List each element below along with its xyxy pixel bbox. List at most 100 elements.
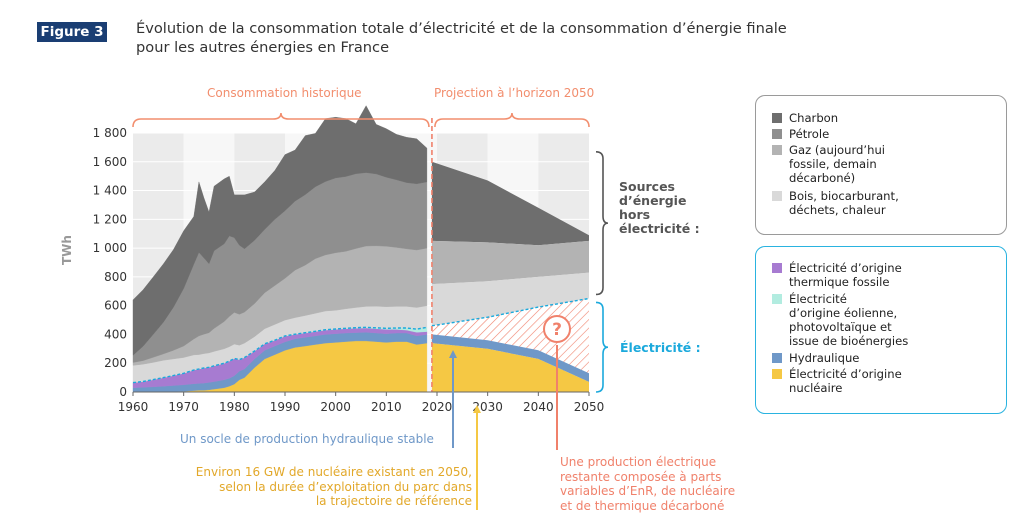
legend-label: Électricité d’origine thermique fossile [789, 261, 902, 289]
question-circle [543, 315, 571, 343]
legend-label: Bois, biocarburant, déchets, chaleur [789, 189, 899, 217]
legend-electricity: Électricité d’origine thermique fossile … [755, 246, 1007, 414]
legend-item-enr: Électricité d’origine éolienne, photovol… [772, 292, 908, 348]
legend-other-energies: Charbon Pétrole Gaz (aujourd’hui fossile… [755, 95, 1007, 235]
question-mark: ? [552, 320, 562, 340]
legend-swatch-charbon [772, 113, 782, 123]
y-tick-label: 400 [104, 327, 127, 341]
period-label-projection: Projection à l’horizon 2050 [434, 86, 595, 100]
y-tick-label: 1 200 [93, 212, 127, 226]
legend-item-nucleaire: Électricité d’origine nucléaire [772, 367, 902, 395]
y-axis-label: TWh [60, 235, 74, 265]
annotation-line: Une production électrique [560, 455, 717, 469]
x-tick-label: 2020 [422, 400, 453, 414]
annotation-line: Un socle de production hydraulique stabl… [180, 432, 434, 446]
y-tick-label: 1 600 [93, 155, 127, 169]
y-tick-label: 0 [119, 385, 127, 399]
legend-line: Bois, biocarburant, [789, 189, 899, 203]
legend-line: photovoltaïque et [789, 320, 892, 334]
x-tick-label: 2010 [371, 400, 402, 414]
legend-item-gaz: Gaz (aujourd’hui fossile, demain décarbo… [772, 143, 885, 185]
projection-nuclear [431, 343, 589, 392]
legend-line: Charbon [789, 111, 839, 125]
legend-item-thermique: Électricité d’origine thermique fossile [772, 261, 902, 289]
x-tick-label: 2040 [523, 400, 554, 414]
boundary-lines [132, 118, 590, 392]
projection-charbon-petrole [431, 161, 589, 246]
legend-line: Gaz (aujourd’hui [789, 143, 886, 157]
legend-item-petrole: Pétrole [772, 127, 829, 141]
legend-item-hydraulique: Hydraulique [772, 351, 859, 365]
stacked-areas [132, 105, 428, 393]
side-label-fossil: Sources d’énergie hors électricité : [619, 180, 700, 236]
legend-line: Électricité d’origine [789, 261, 902, 275]
projection-gaz [431, 240, 589, 285]
axes: 0 200 400 600 800 1 000 1 200 1 400 1 600 1 800 19… [93, 126, 605, 414]
x-tick-label: 1970 [168, 400, 199, 414]
figure-title-line-1: Évolution de la consommation totale d’él… [136, 20, 787, 37]
legend-swatch-enr [772, 294, 782, 304]
y-tick-label: 600 [104, 299, 127, 313]
annotation-nuclear: Environ 16 GW de nucléaire existant en 2… [160, 465, 472, 509]
legend-line: Électricité d’origine [789, 367, 902, 381]
y-tick-label: 200 [104, 356, 127, 370]
arrow-hydro-head [449, 350, 457, 358]
legend-swatch-petrole [772, 129, 782, 139]
annotation-line: la trajectoire de référence [315, 494, 472, 508]
y-tick-label: 800 [104, 270, 127, 284]
figure-title: Évolution de la consommation totale d’él… [136, 19, 896, 57]
brace-electricity [595, 301, 609, 393]
legend-line: thermique fossile [789, 275, 890, 289]
y-tick-label: 1 000 [93, 241, 127, 255]
legend-label: Électricité d’origine nucléaire [789, 367, 902, 395]
legend-item-bois: Bois, biocarburant, déchets, chaleur [772, 189, 899, 217]
annotation-hydro: Un socle de production hydraulique stabl… [180, 432, 434, 447]
x-tick-label: 1960 [118, 400, 149, 414]
annotation-line: selon la durée d’exploitation du parc da… [219, 479, 472, 494]
figure-title-line-2: pour les autres énergies en France [136, 39, 390, 56]
period-label-historic: Consommation historique [207, 86, 362, 100]
annotation-line: et de thermique décarboné [560, 498, 725, 513]
side-label-fossil-line: d’énergie [619, 193, 687, 208]
x-tick-label: 1990 [270, 400, 301, 414]
legend-line: décarboné) [789, 171, 856, 185]
legend-line: Pétrole [789, 127, 830, 141]
legend-label: Hydraulique [789, 351, 859, 365]
legend-swatch-nucleaire [772, 369, 782, 379]
legend-line: nucléaire [789, 381, 843, 395]
annotation-lines: ? [449, 315, 571, 510]
projection-areas [431, 161, 589, 392]
legend-swatch-bois [772, 191, 782, 201]
legend-swatch-thermique [772, 263, 782, 273]
x-tick-label: 2000 [320, 400, 351, 414]
legend-line: issue de bioénergies [789, 334, 909, 348]
side-label-electricity: Électricité : [620, 341, 701, 355]
legend-line: Électricité [789, 292, 847, 306]
brace-historic [132, 112, 430, 128]
electricity-total-line-projection [431, 297, 590, 327]
period-braces [132, 112, 609, 393]
legend-label: Charbon [789, 111, 838, 125]
side-label-electricity-line: Électricité : [620, 340, 701, 355]
arrow-nuclear-head [473, 405, 481, 413]
brace-fossil [595, 150, 609, 296]
projection-hydraulique [431, 334, 589, 382]
y-tick-label: 1 800 [93, 126, 127, 140]
legend-line: fossile, demain [789, 157, 877, 171]
side-label-fossil-line: électricité : [619, 221, 700, 236]
figure-badge: Figure 3 [37, 22, 107, 42]
legend-line: d’origine éolienne, [789, 306, 898, 320]
legend-label: Pétrole [789, 127, 829, 141]
brace-projection [434, 112, 590, 128]
legend-label: Gaz (aujourd’hui fossile, demain décarbo… [789, 143, 885, 185]
x-tick-label: 1980 [219, 400, 250, 414]
annotation-electricity: Une production électrique restante compo… [560, 455, 735, 513]
annotation-line: Environ 16 GW de nucléaire existant en 2… [195, 465, 472, 479]
legend-line: déchets, chaleur [789, 203, 886, 217]
legend-swatch-hydraulique [772, 353, 782, 363]
x-tick-label: 2030 [472, 400, 503, 414]
legend-line: Hydraulique [789, 351, 860, 365]
legend-swatch-gaz [772, 145, 782, 155]
x-tick-label: 2050 [574, 400, 605, 414]
